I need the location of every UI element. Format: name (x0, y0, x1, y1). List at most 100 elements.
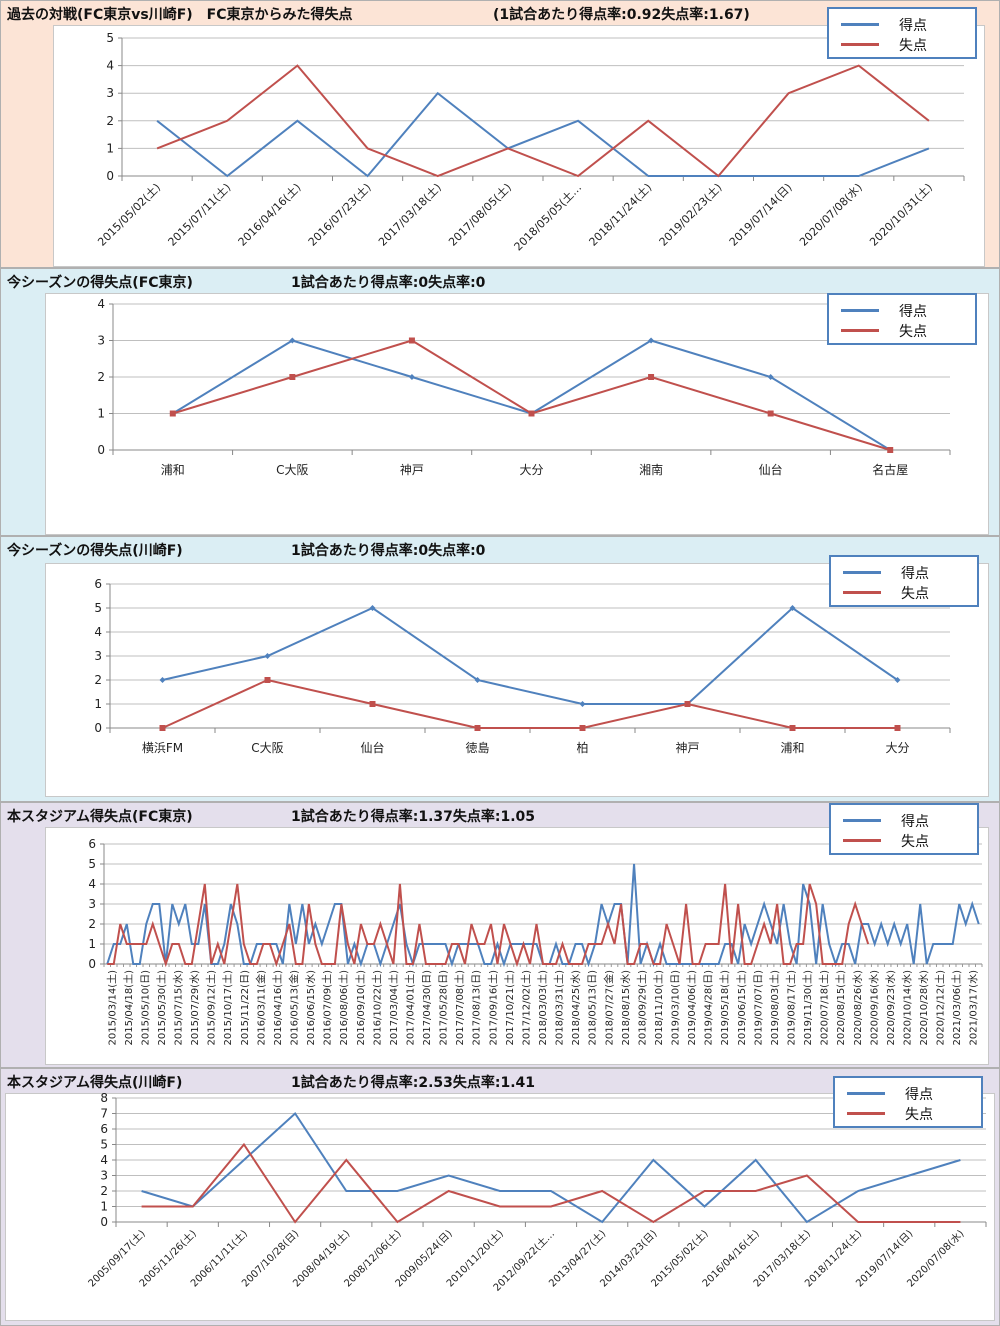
point-score (894, 677, 901, 683)
panel-stadium-fctokyo: 本スタジアム得失点(FC東京) 1試合あたり得点率:1.37失点率:1.05 0… (0, 802, 1000, 1068)
point-score (264, 653, 271, 659)
legend-label: 得点 (901, 814, 929, 830)
x-tick-label: 2016/05/13(金) (288, 970, 301, 1046)
panel-rate: (1試合あたり得点率:0.92失点率:1.67) (493, 7, 750, 23)
x-tick-label: 神戸 (675, 741, 699, 755)
x-tick-label: 2020/07/18(土) (818, 970, 831, 1046)
panel-title: 本スタジアム得失点(川崎F) (7, 1075, 183, 1091)
series-line-score (156, 91, 930, 178)
point-score (159, 677, 166, 683)
series-line-concede (162, 678, 898, 729)
y-tick-label: 0 (94, 721, 102, 735)
x-tick-label: 2018/05/05(土… (512, 181, 585, 254)
x-tick-label: 2018/07/27(金) (602, 970, 615, 1046)
x-tick-label: 柏 (576, 740, 588, 755)
y-tick-label: 2 (100, 1184, 108, 1198)
series-line-score (106, 863, 980, 968)
y-tick-label: 8 (100, 1091, 108, 1105)
y-tick-label: 1 (100, 1200, 108, 1214)
panel-title: 本スタジアム得失点(FC東京) (7, 809, 193, 825)
series-line-concede (141, 1142, 961, 1224)
point-concede (474, 725, 481, 731)
series-line-score (162, 606, 899, 705)
point-score (767, 374, 774, 380)
legend-label: 得点 (899, 304, 927, 320)
x-tick-label: 2019/03/10(日) (671, 970, 682, 1046)
legend: 得点 失点 (833, 1076, 983, 1128)
chart-area: 0 1 2 3 4 5 6 横浜FM C大阪 仙台 徳島 柏 神戸 浦和 大分 (45, 563, 989, 797)
x-tick-label: 仙台 (360, 740, 384, 755)
series-line-concede (156, 64, 930, 178)
x-tick-label: 大分 (519, 463, 543, 477)
panel-title: 今シーズンの得失点(川崎F) (7, 543, 183, 559)
chart-svg: 0 1 2 3 4 浦和 C大阪 神戸 大分 湘南 仙台 名古屋 (97, 297, 951, 477)
x-tick-label: 2018/03/03(土) (536, 970, 549, 1046)
legend-line-concede (847, 1112, 885, 1115)
x-tick-label: 2020/07/08(水) (797, 181, 865, 249)
point-score (579, 701, 586, 707)
y-tick-label: 3 (106, 86, 114, 100)
x-tick-label: 2015/05/30(土) (155, 970, 168, 1046)
point-concede (169, 410, 176, 417)
x-tick-label: 2018/11/24(土) (587, 181, 655, 249)
x-tick-label: 2017/10/21(土) (503, 970, 516, 1046)
x-tick-label: 2019/08/03(土) (768, 970, 781, 1046)
x-tick-label: 2020/10/28(水) (918, 970, 930, 1046)
legend-line-concede (843, 839, 881, 842)
x-tick-label: 大分 (885, 741, 909, 755)
y-tick-label: 3 (97, 334, 105, 348)
x-tick-label: 2016/07/23(土) (306, 181, 374, 249)
x-tick-label: 2019/06/15(土) (735, 970, 748, 1046)
legend-label: 得点 (899, 18, 927, 34)
chart-svg: 0 1 2 3 4 5 2015/05/02(土) 2015/07/11(土) 2016/04/… (95, 31, 965, 254)
y-tick-label: 1 (97, 407, 105, 421)
x-tick-label: 名古屋 (872, 462, 908, 477)
panel-rate: 1試合あたり得点率:2.53失点率:1.41 (291, 1075, 536, 1091)
x-tick-label: 2018/03/31(土) (553, 970, 566, 1046)
legend-line-score (843, 571, 881, 574)
x-tick-label: 2017/09/16(土) (486, 970, 499, 1046)
point-score (369, 605, 376, 611)
y-tick-label: 6 (94, 577, 102, 591)
legend: 得点 失点 (827, 7, 977, 59)
x-tick-label: 2017/08/05(土) (446, 181, 514, 249)
x-tick-label: 2016/03/11(金) (254, 970, 267, 1046)
x-tick-label: 仙台 (759, 462, 783, 477)
series-line-score (172, 339, 891, 451)
x-tick-label: 横浜FM (142, 741, 183, 755)
x-tick-label: 2019/04/28(日) (704, 970, 715, 1046)
point-concede (767, 410, 774, 417)
x-tick-label: 2017/04/30(日) (422, 970, 433, 1046)
panel-rate: 1試合あたり得点率:0失点率:0 (291, 275, 486, 291)
x-tick-label: 2020/12/12(土) (934, 970, 947, 1046)
point-score (648, 337, 655, 344)
x-tick-label: 2016/04/16(土) (236, 181, 304, 249)
y-tick-label: 2 (88, 917, 96, 931)
y-tick-label: 3 (94, 649, 102, 663)
x-tick-label: 2016/09/10(土) (354, 970, 367, 1046)
legend-label: 失点 (901, 586, 929, 602)
legend-label: 得点 (901, 566, 929, 582)
y-tick-label: 4 (94, 625, 102, 639)
x-tick-label: 浦和 (161, 463, 185, 477)
point-concede (789, 725, 796, 731)
x-tick-label: 2020/09/23(水) (885, 970, 897, 1046)
x-tick-label: 2016/08/06(土) (337, 970, 350, 1046)
x-tick-label: 2017/08/13(日) (472, 970, 483, 1046)
legend-label: 得点 (905, 1087, 933, 1103)
x-tick-label: 2020/08/26(水) (852, 970, 864, 1046)
x-tick-label: 2015/11/22(日) (240, 970, 251, 1046)
panel-rate: 1試合あたり得点率:0失点率:0 (291, 543, 486, 559)
x-tick-label: C大阪 (276, 463, 308, 477)
series-line-concede (107, 883, 870, 968)
point-concede (159, 725, 166, 731)
point-score (289, 337, 296, 344)
legend-line-score (841, 23, 879, 26)
x-tick-label: 2020/08/15(土) (834, 970, 847, 1046)
x-tick-label: 2018/11/10(土) (652, 970, 665, 1046)
y-tick-label: 5 (100, 1138, 108, 1152)
y-tick-label: 0 (100, 1215, 108, 1229)
x-tick-label: 2018/05/13(日) (588, 970, 599, 1046)
